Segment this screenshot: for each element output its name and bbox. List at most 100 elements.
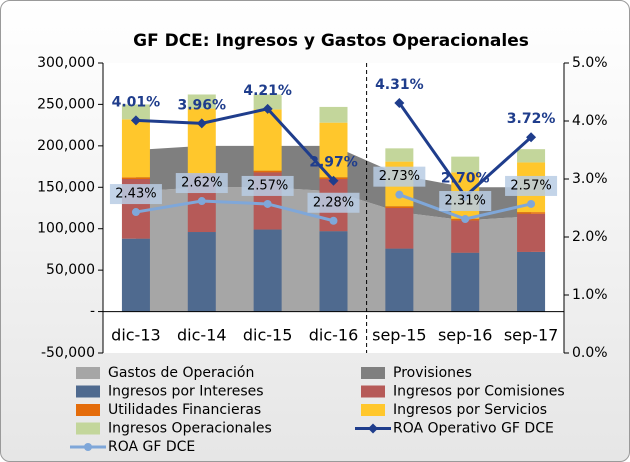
y2-tick-label: 2.0% [572, 229, 608, 245]
data-label: 4.01% [112, 94, 161, 110]
marker [526, 132, 537, 143]
marker [394, 98, 405, 109]
data-label: 2.57% [247, 178, 288, 193]
marker [329, 216, 338, 225]
data-label: 2.97% [309, 155, 358, 171]
bar-segment [253, 229, 282, 312]
y2-tick-label: 1.0% [572, 287, 608, 303]
legend-label: Ingresos por Comisiones [393, 384, 565, 400]
legend-swatch [361, 385, 385, 398]
marker [130, 115, 141, 126]
x-tick-label: sep-15 [372, 326, 426, 345]
data-label: 3.72% [507, 111, 556, 127]
legend-label: Ingresos Operacionales [108, 421, 272, 437]
bar-segment [187, 94, 216, 109]
bar-segment [517, 149, 546, 163]
legend-swatch [361, 367, 385, 379]
bar-segment [385, 208, 414, 249]
bar-segment [121, 238, 150, 312]
x-tick-label: sep-17 [504, 326, 558, 345]
bar-segment [121, 104, 150, 120]
y-tick-label: 300,000 [37, 55, 95, 71]
legend-label: Provisiones [393, 365, 472, 381]
y-tick-label: 250,000 [37, 96, 95, 112]
bar-segment [253, 94, 282, 110]
data-label: 2.62% [181, 176, 222, 191]
legend-label: Ingresos por Intereses [108, 384, 264, 400]
y2-tick-label: 4.0% [572, 113, 608, 129]
data-label: 2.31% [445, 194, 486, 209]
chart-title: GF DCE: Ingresos y Gastos Operacionales [133, 31, 529, 51]
legend-label: ROA GF DCE [108, 439, 195, 455]
bar-segment [517, 251, 546, 312]
y-tick-label: - [90, 304, 95, 320]
data-label-box [439, 191, 492, 212]
y2-tick-label: 5.0% [572, 55, 608, 71]
bar-segment [319, 106, 348, 123]
y-tick-label: 200,000 [37, 138, 95, 154]
bar-segment [385, 206, 414, 208]
x-tick-label: sep-16 [438, 326, 492, 345]
data-label: 2.28% [313, 195, 354, 210]
bar-segment [319, 231, 348, 312]
bar-segment [517, 213, 546, 252]
bar-segment [319, 122, 348, 178]
data-label: 2.70% [441, 170, 490, 186]
y-tick-label: 50,000 [46, 262, 95, 278]
bar-segment [253, 170, 282, 173]
data-label: 3.96% [177, 97, 226, 113]
legend-label: ROA Operativo GF DCE [393, 421, 554, 437]
marker [395, 190, 404, 199]
marker [262, 103, 273, 114]
marker [196, 118, 207, 129]
x-tick-label: dic-15 [243, 326, 293, 345]
data-label-box [109, 184, 162, 205]
legend-swatch [361, 404, 385, 416]
data-label-box [373, 166, 426, 187]
legend-swatch [76, 422, 100, 435]
line [135, 199, 334, 223]
data-label-box [175, 173, 228, 194]
y-tick-label: 150,000 [37, 179, 95, 195]
marker [263, 199, 272, 208]
y2-tick-label: 0.0% [572, 345, 608, 361]
bar-segment [385, 148, 414, 162]
bar-segment [451, 252, 480, 312]
y-tick-label: -50,000 [41, 345, 95, 361]
legend-label: Ingresos por Servicios [393, 402, 547, 418]
data-label: 2.57% [510, 178, 551, 193]
bar-segment [187, 232, 216, 312]
bar-segment [385, 248, 414, 312]
legend-label: Gastos de Operación [108, 365, 254, 381]
data-label-box [307, 192, 360, 213]
data-label: 4.31% [375, 77, 424, 93]
legend-swatch [76, 385, 100, 398]
legend-label: Utilidades Financieras [108, 402, 261, 418]
y-tick-label: 100,000 [37, 221, 95, 237]
marker [461, 215, 470, 224]
y2-tick-label: 3.0% [572, 171, 608, 187]
data-label: 2.73% [379, 169, 420, 184]
bar-segment [187, 108, 216, 174]
marker [328, 175, 339, 186]
data-label-box [505, 175, 558, 196]
legend-marker [368, 423, 378, 434]
data-layer [121, 94, 546, 312]
legend-marker [84, 443, 92, 451]
data-label-box [241, 175, 294, 196]
marker [131, 208, 140, 217]
marker [527, 199, 536, 208]
data-label: 4.21% [243, 83, 292, 99]
bar-segment [121, 119, 150, 178]
data-label: 2.43% [115, 187, 156, 202]
line [135, 107, 335, 182]
legend-swatch [76, 404, 100, 416]
x-tick-label: dic-13 [111, 326, 161, 345]
bar-segment [121, 177, 150, 179]
marker [197, 197, 206, 206]
bar-segment [517, 212, 546, 214]
legend-swatch [76, 367, 100, 379]
bar-segment [451, 220, 480, 253]
